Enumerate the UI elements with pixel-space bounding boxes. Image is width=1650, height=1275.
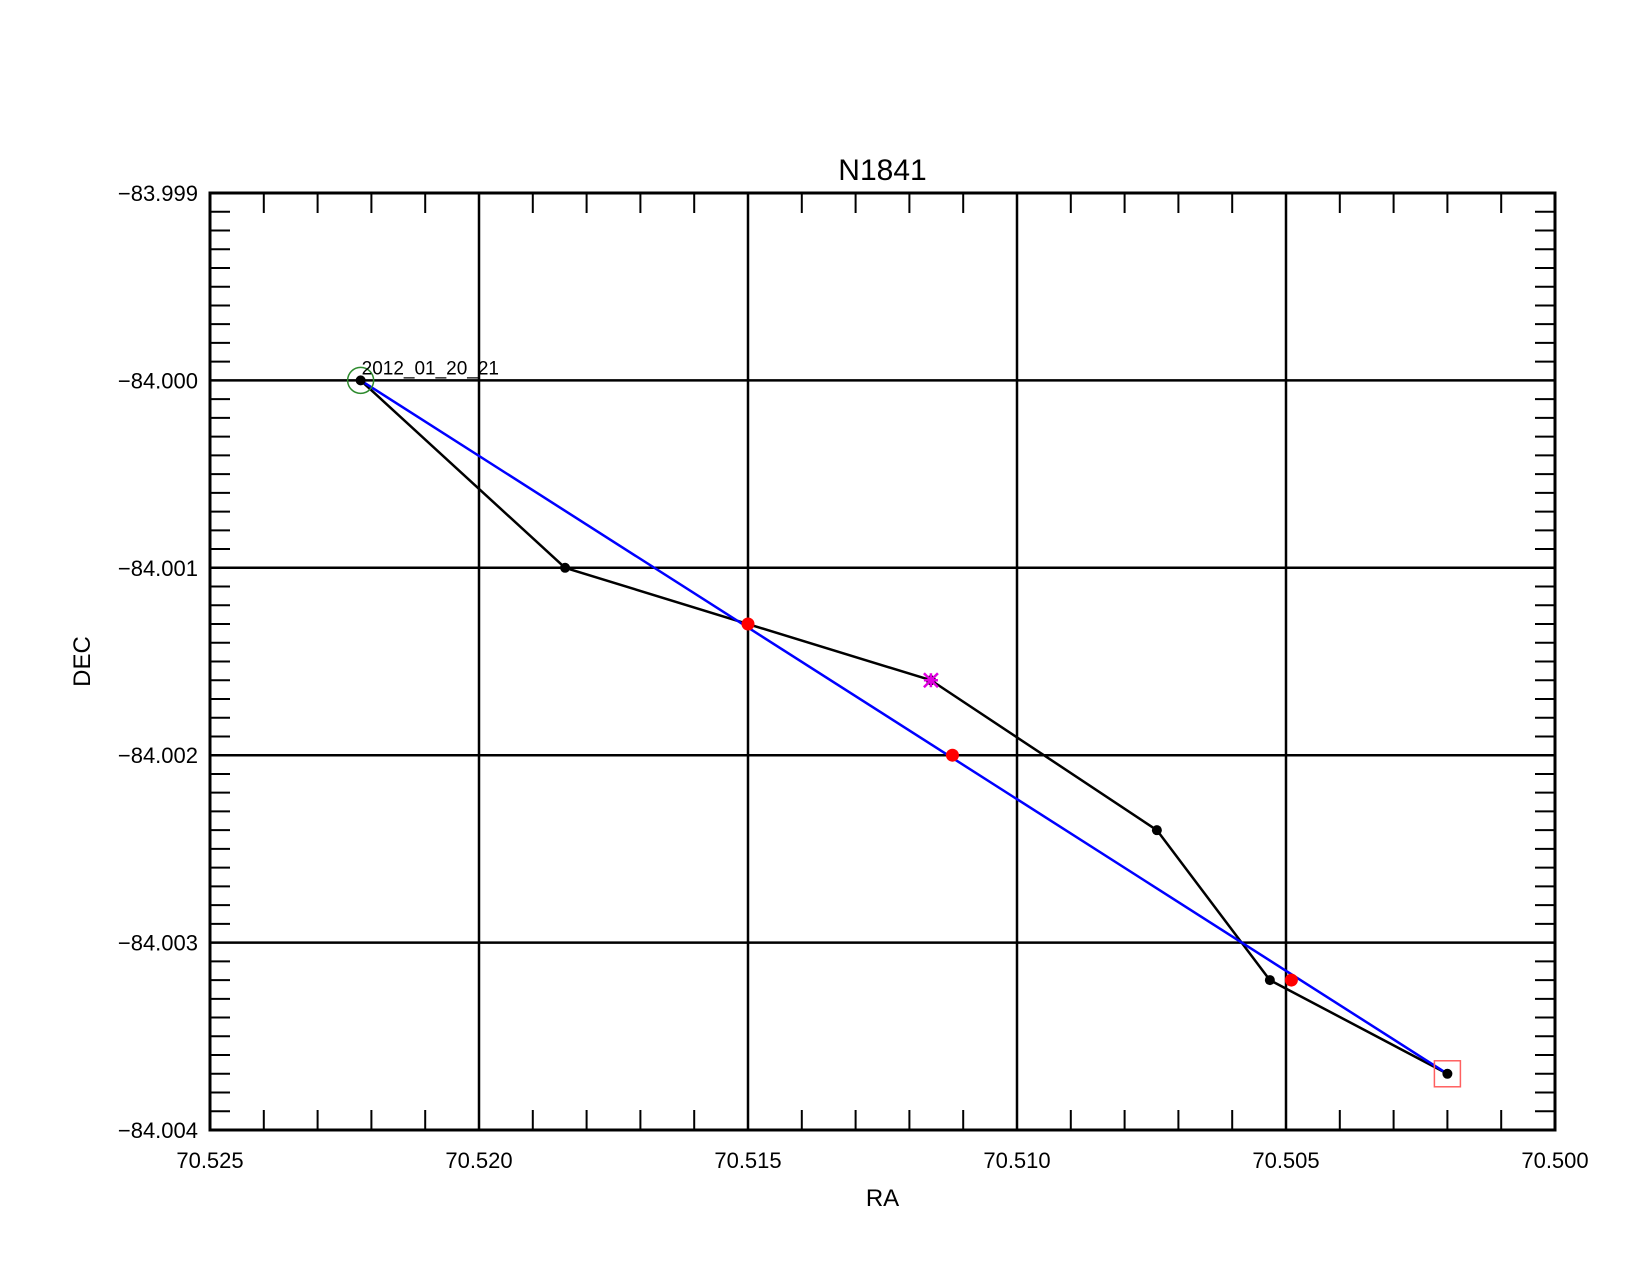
x-tick-label: 70.510 (983, 1148, 1050, 1173)
x-tick-label: 70.520 (445, 1148, 512, 1173)
y-tick-label: −84.003 (118, 931, 198, 956)
y-axis-title: DEC (69, 636, 96, 687)
series-point-2 (945, 748, 959, 762)
y-tick-label: −84.004 (118, 1118, 198, 1143)
y-tick-label: −84.001 (118, 556, 198, 581)
y-tick-labels: −83.999 −84.000 −84.001 −84.002 −84.003 −84.0… (118, 181, 198, 1143)
y-tick-label: −84.002 (118, 743, 198, 768)
y-tick-label: −83.999 (118, 181, 198, 206)
series-point-2 (1284, 973, 1298, 987)
x-axis-title: RA (866, 1185, 899, 1212)
marker-layer (346, 366, 1462, 1088)
y-tick-label: −84.000 (118, 368, 198, 393)
asterisk-stroke (923, 672, 939, 689)
series-line-0 (359, 379, 1448, 1075)
point-annotation: 2012_01_20_21 (362, 358, 499, 379)
end-marker-square (1433, 1060, 1462, 1088)
series-point-0 (355, 375, 366, 386)
x-tick-label: 70.505 (1252, 1148, 1319, 1173)
x-tick-label: 70.525 (176, 1148, 243, 1173)
series-point-0 (560, 562, 571, 573)
series-layer (359, 379, 1449, 1075)
chart-title: N1841 (838, 154, 926, 187)
grid-layer (210, 193, 1555, 1130)
series-point-2 (741, 617, 755, 631)
series-point-0 (1442, 1068, 1453, 1079)
series-point-0 (1151, 825, 1162, 836)
x-tick-labels: 70.525 70.520 70.515 70.510 70.505 70.500 (176, 1148, 1588, 1173)
x-tick-label: 70.515 (714, 1148, 781, 1173)
start-marker-circle (346, 366, 375, 395)
x-tick-label: 70.500 (1521, 1148, 1588, 1173)
asterisk-marker (923, 672, 939, 689)
minor-ticks (210, 193, 1555, 1130)
series-point-0 (1264, 975, 1275, 986)
plot-frame (208, 191, 1557, 1132)
series-line-1 (359, 379, 1449, 1075)
annotation-layer: 2012_01_20_21 (362, 358, 499, 379)
